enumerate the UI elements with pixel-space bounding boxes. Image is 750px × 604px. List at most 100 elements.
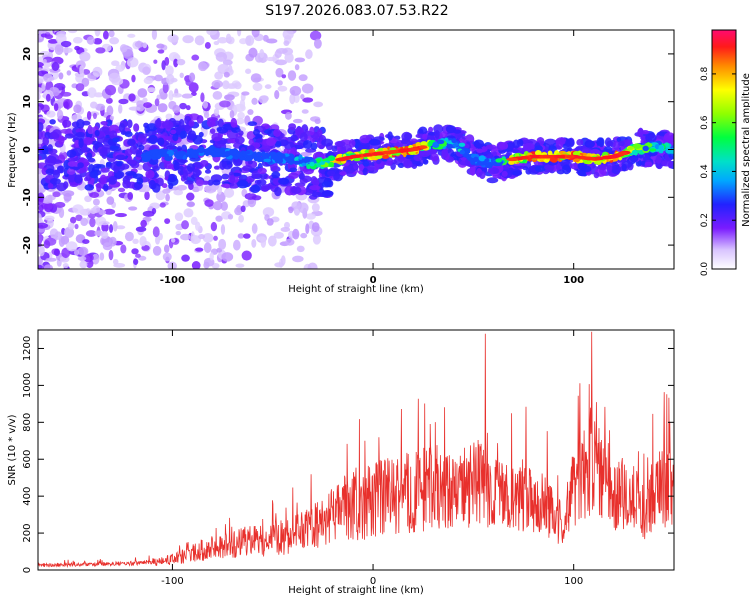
spectrogram-cell (251, 30, 260, 38)
spectrogram-cell (262, 207, 275, 217)
spectrogram-cell (209, 128, 216, 134)
spectrogram-cell (38, 129, 43, 140)
spectrogram-cell (63, 159, 71, 170)
spectrogram-cell (87, 127, 95, 135)
figure-title: S197.2026.083.07.53.R22 (265, 3, 448, 19)
spectrogram-cell (70, 216, 77, 224)
spectrogram-cell (81, 77, 90, 87)
spectrogram-cell (544, 164, 555, 171)
spectrogram-cell (618, 140, 625, 147)
spectrogram-cell (204, 42, 211, 49)
spectrogram-cell (112, 221, 118, 232)
spectrogram-cell (67, 161, 77, 167)
spectrogram-cell (229, 110, 235, 119)
spectrogram-cell (140, 219, 147, 228)
spectrogram-cell (265, 56, 278, 62)
spectrogram-cell (305, 49, 313, 60)
spectrogram-cell (38, 213, 42, 223)
spectrogram-cell (113, 262, 126, 268)
spectrogram-cell (292, 228, 300, 240)
spectrogram-cell (400, 138, 411, 145)
spectrogram-cell (311, 191, 323, 198)
spectrogram-cell (565, 138, 575, 148)
spectrogram-cell (213, 165, 220, 170)
spectrogram-cell (621, 164, 627, 172)
spectrogram-cell (258, 95, 269, 104)
spectrogram-cell (68, 30, 78, 34)
spectrogram-cell (215, 51, 228, 62)
spectrogram-cell (221, 160, 228, 168)
colorbar-tick-label: 0.8 (700, 66, 710, 81)
spectrogram-cell (60, 91, 72, 97)
spectrogram-cell (316, 158, 321, 164)
spectrogram-cell (202, 100, 209, 109)
spectrogram-cell (54, 44, 64, 56)
spectrogram-xlabel: Height of straight line (km) (288, 284, 424, 295)
spectrogram-cell (253, 128, 260, 136)
spectrogram-cell (576, 139, 584, 146)
spectrogram-cell (92, 66, 103, 77)
spectrogram-cell (278, 177, 290, 185)
spectrogram-cell (172, 105, 181, 113)
spectrogram-cell (285, 111, 292, 120)
spectrogram-cell (233, 103, 246, 113)
spectrogram-cell (584, 140, 596, 148)
spectrogram-cell (305, 213, 316, 220)
spectrogram-cell (45, 93, 51, 102)
spectrogram-cell (99, 252, 105, 261)
spectrogram-cell (250, 73, 262, 83)
spectrogram-cell (238, 130, 244, 136)
spectrogram-cell (42, 61, 52, 68)
spectrogram-cell (45, 194, 56, 201)
spectrogram-cell (127, 33, 136, 38)
spectrogram-ytick-label: -20 (22, 236, 33, 254)
spectrogram-cell (274, 141, 282, 148)
spectrogram-cell (51, 129, 62, 139)
spectrogram-cell (229, 174, 236, 184)
spectrogram-cell (256, 179, 267, 186)
spectrogram-cell (58, 72, 64, 80)
spectrogram-cell (173, 161, 180, 171)
spectrogram-cell (46, 110, 56, 118)
spectrogram-cell (221, 252, 234, 262)
spectrogram-cell (326, 170, 336, 177)
spectrogram-cell (275, 67, 284, 78)
spectrogram-cell (38, 222, 49, 229)
spectrogram-cell (495, 158, 502, 163)
spectrogram-cell (79, 51, 91, 62)
spectrogram-cell (49, 178, 62, 185)
spectrogram-cell (74, 249, 80, 256)
spectrogram-cell (301, 162, 307, 167)
spectrogram-cell (150, 149, 159, 154)
spectrogram-cell (226, 138, 237, 144)
spectrogram-cell (91, 253, 100, 265)
spectrogram-cell (221, 173, 230, 180)
spectrogram-cell (38, 264, 43, 269)
spectrogram-cell (642, 145, 649, 152)
spectrogram-cell (179, 72, 184, 78)
spectrogram-cell (191, 54, 200, 61)
spectrogram-cell (168, 90, 174, 101)
spectrogram-cell (210, 221, 218, 232)
spectrogram-cell (206, 146, 215, 152)
spectrogram-peak-cell (556, 154, 566, 159)
spectrogram-cell (128, 93, 136, 102)
spectrogram-cell (655, 155, 662, 164)
spectrogram-cell (473, 139, 485, 149)
spectrogram-cell (403, 159, 413, 169)
spectrogram-cell (311, 203, 320, 213)
spectrogram-cell (139, 235, 147, 247)
spectrogram-cell (156, 43, 165, 49)
spectrogram-peak-cell (419, 145, 428, 149)
spectrogram-cell (84, 184, 95, 191)
spectrogram-heatmap (38, 30, 674, 269)
colorbar-label: Normalized spectral amplitude (741, 73, 750, 227)
spectrogram-cell (262, 34, 269, 42)
spectrogram-cell (138, 144, 145, 151)
spectrogram-cell (275, 59, 288, 66)
spectrogram-cell (176, 184, 188, 191)
spectrogram-cell (133, 258, 139, 265)
spectrogram-cell (165, 193, 170, 202)
spectrogram-cell (313, 38, 322, 49)
spectrogram-cell (359, 134, 371, 144)
